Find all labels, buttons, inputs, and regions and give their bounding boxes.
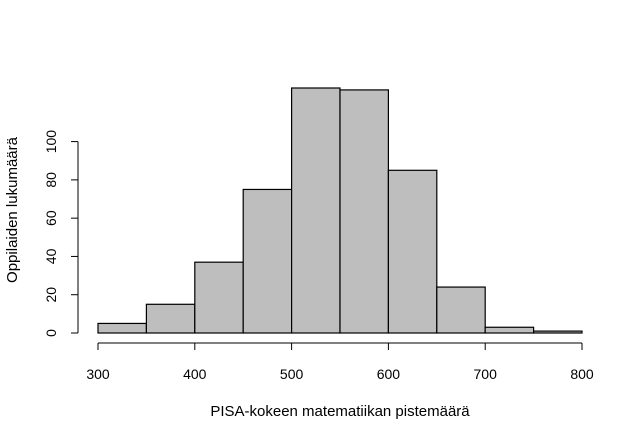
y-tick-label-0: 0: [43, 329, 59, 337]
histogram-bar-400-450: [194, 261, 244, 334]
x-tick-label-800: 800: [570, 366, 594, 382]
histogram-bar-600-650: [387, 169, 438, 334]
histogram-bars: [97, 87, 583, 334]
y-tick-label-40: 40: [43, 248, 59, 264]
histogram-bar-500-550: [291, 87, 341, 334]
x-tick-label-600: 600: [377, 366, 401, 382]
histogram-bar-550-600: [339, 89, 390, 334]
x-axis-label: PISA-kokeen matematiikan pistemäärä: [210, 403, 470, 420]
x-tick-label-500: 500: [280, 366, 304, 382]
histogram-bar-700-750: [484, 326, 535, 334]
y-axis-label: Oppilaiden lukumäärä: [4, 136, 21, 283]
x-axis: 300 400 500 600 700 800: [86, 342, 594, 382]
x-tick-label-700: 700: [474, 366, 498, 382]
histogram-bar-350-400: [145, 303, 196, 334]
y-tick-label-100: 100: [43, 130, 59, 154]
histogram-bar-650-700: [436, 286, 486, 334]
y-tick-label-60: 60: [43, 210, 59, 226]
histogram-bar-750-800: [532, 330, 583, 334]
y-axis: 0 20 40 60 80 100: [43, 130, 79, 337]
y-tick-label-20: 20: [43, 287, 59, 303]
x-tick-label-300: 300: [86, 366, 110, 382]
x-tick-label-400: 400: [183, 366, 207, 382]
histogram-bar-450-500: [242, 188, 293, 334]
y-tick-label-80: 80: [43, 172, 59, 188]
histogram-bar-300-350: [97, 322, 148, 334]
